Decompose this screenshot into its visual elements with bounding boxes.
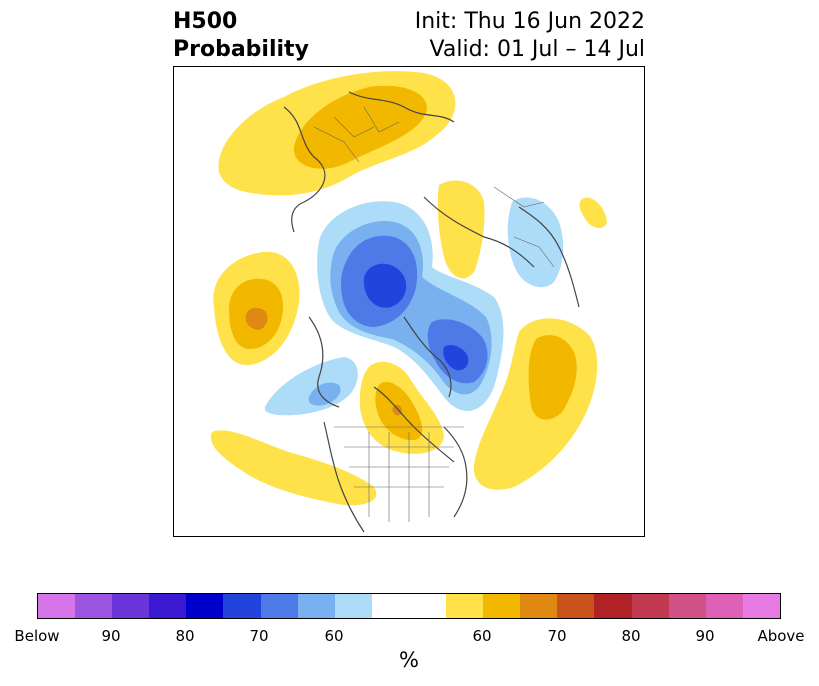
colorbar-segment <box>483 594 521 618</box>
border-asia <box>493 186 555 268</box>
colorbar-segment <box>594 594 632 618</box>
colorbar-segment <box>446 594 484 618</box>
contour-arctic-90 <box>363 263 407 308</box>
colorbar-segment <box>149 594 187 618</box>
contour-asia-cold <box>507 197 564 288</box>
contour-npacific-70 <box>308 382 341 406</box>
border-states-2 <box>368 432 430 522</box>
coast-us-east <box>443 426 468 518</box>
colorbar-segment <box>297 594 335 618</box>
colorbar-segment <box>371 594 447 618</box>
coast-scandinavia <box>348 91 455 123</box>
colorbar-tick-label: Below <box>14 627 60 645</box>
coast-us-west <box>323 421 365 533</box>
contour-south-belt <box>210 430 377 506</box>
figure-title: H500 Probability <box>173 8 309 64</box>
anomaly-europe <box>218 71 456 196</box>
init-date: Init: Thu 16 Jun 2022 <box>414 9 645 34</box>
colorbar-segment <box>705 594 743 618</box>
contour-pacific-80 <box>245 307 268 330</box>
colorbar-segment <box>557 594 595 618</box>
coast-greenland <box>403 316 452 398</box>
colorbar-segment <box>186 594 224 618</box>
figure-dates: Init: Thu 16 Jun 2022 Valid: 01 Jul – 14… <box>415 8 645 64</box>
title-variable: H500 <box>173 9 238 34</box>
contour-canada-90 <box>443 345 469 371</box>
coast-arctic-russia <box>423 196 535 268</box>
title-product: Probability <box>173 37 309 62</box>
anomaly-arctic-cold <box>317 201 504 411</box>
anomaly-atlantic-warm <box>473 318 598 490</box>
colorbar-segment <box>668 594 706 618</box>
colorbar-tick-label: 90 <box>101 627 121 645</box>
colorbar-segment <box>520 594 558 618</box>
colorbar-tick-label: Above <box>757 627 805 645</box>
map-canvas <box>210 71 607 533</box>
colorbar-tick-label: 60 <box>472 627 492 645</box>
valid-range: Valid: 01 Jul – 14 Jul <box>429 37 645 62</box>
colorbar-tick-label: 70 <box>249 627 269 645</box>
probability-colorbar <box>37 593 781 619</box>
anomaly-pacific-warm <box>213 251 300 366</box>
border-europe <box>313 106 400 163</box>
colorbar-segment <box>742 594 780 618</box>
colorbar-segment <box>38 594 76 618</box>
coast-asia-east <box>518 206 580 308</box>
colorbar-segment <box>112 594 150 618</box>
colorbar-segment <box>631 594 669 618</box>
anomaly-npacific-cold <box>264 357 358 416</box>
contour-namerica-80 <box>392 404 402 416</box>
colorbar-units: % <box>399 648 419 672</box>
colorbar-tick-label: 70 <box>547 627 567 645</box>
probability-map <box>173 66 645 537</box>
colorbar-tick-label: 60 <box>324 627 344 645</box>
contour-atlantic-70 <box>528 335 577 420</box>
contour-europe-70 <box>293 85 427 169</box>
contour-siberia <box>437 180 485 279</box>
colorbar-segment <box>334 594 372 618</box>
coast-europe <box>283 106 326 233</box>
colorbar-tick-label: 90 <box>695 627 715 645</box>
coast-alaska <box>308 316 340 408</box>
colorbar-tick-label: 80 <box>175 627 195 645</box>
colorbar-segment <box>260 594 298 618</box>
contour-npacific-60 <box>264 357 358 416</box>
borders <box>313 106 555 522</box>
colorbar-tick-label: 80 <box>621 627 641 645</box>
contour-east-edge <box>579 197 607 229</box>
colorbar-segment <box>223 594 261 618</box>
colorbar-segment <box>75 594 113 618</box>
